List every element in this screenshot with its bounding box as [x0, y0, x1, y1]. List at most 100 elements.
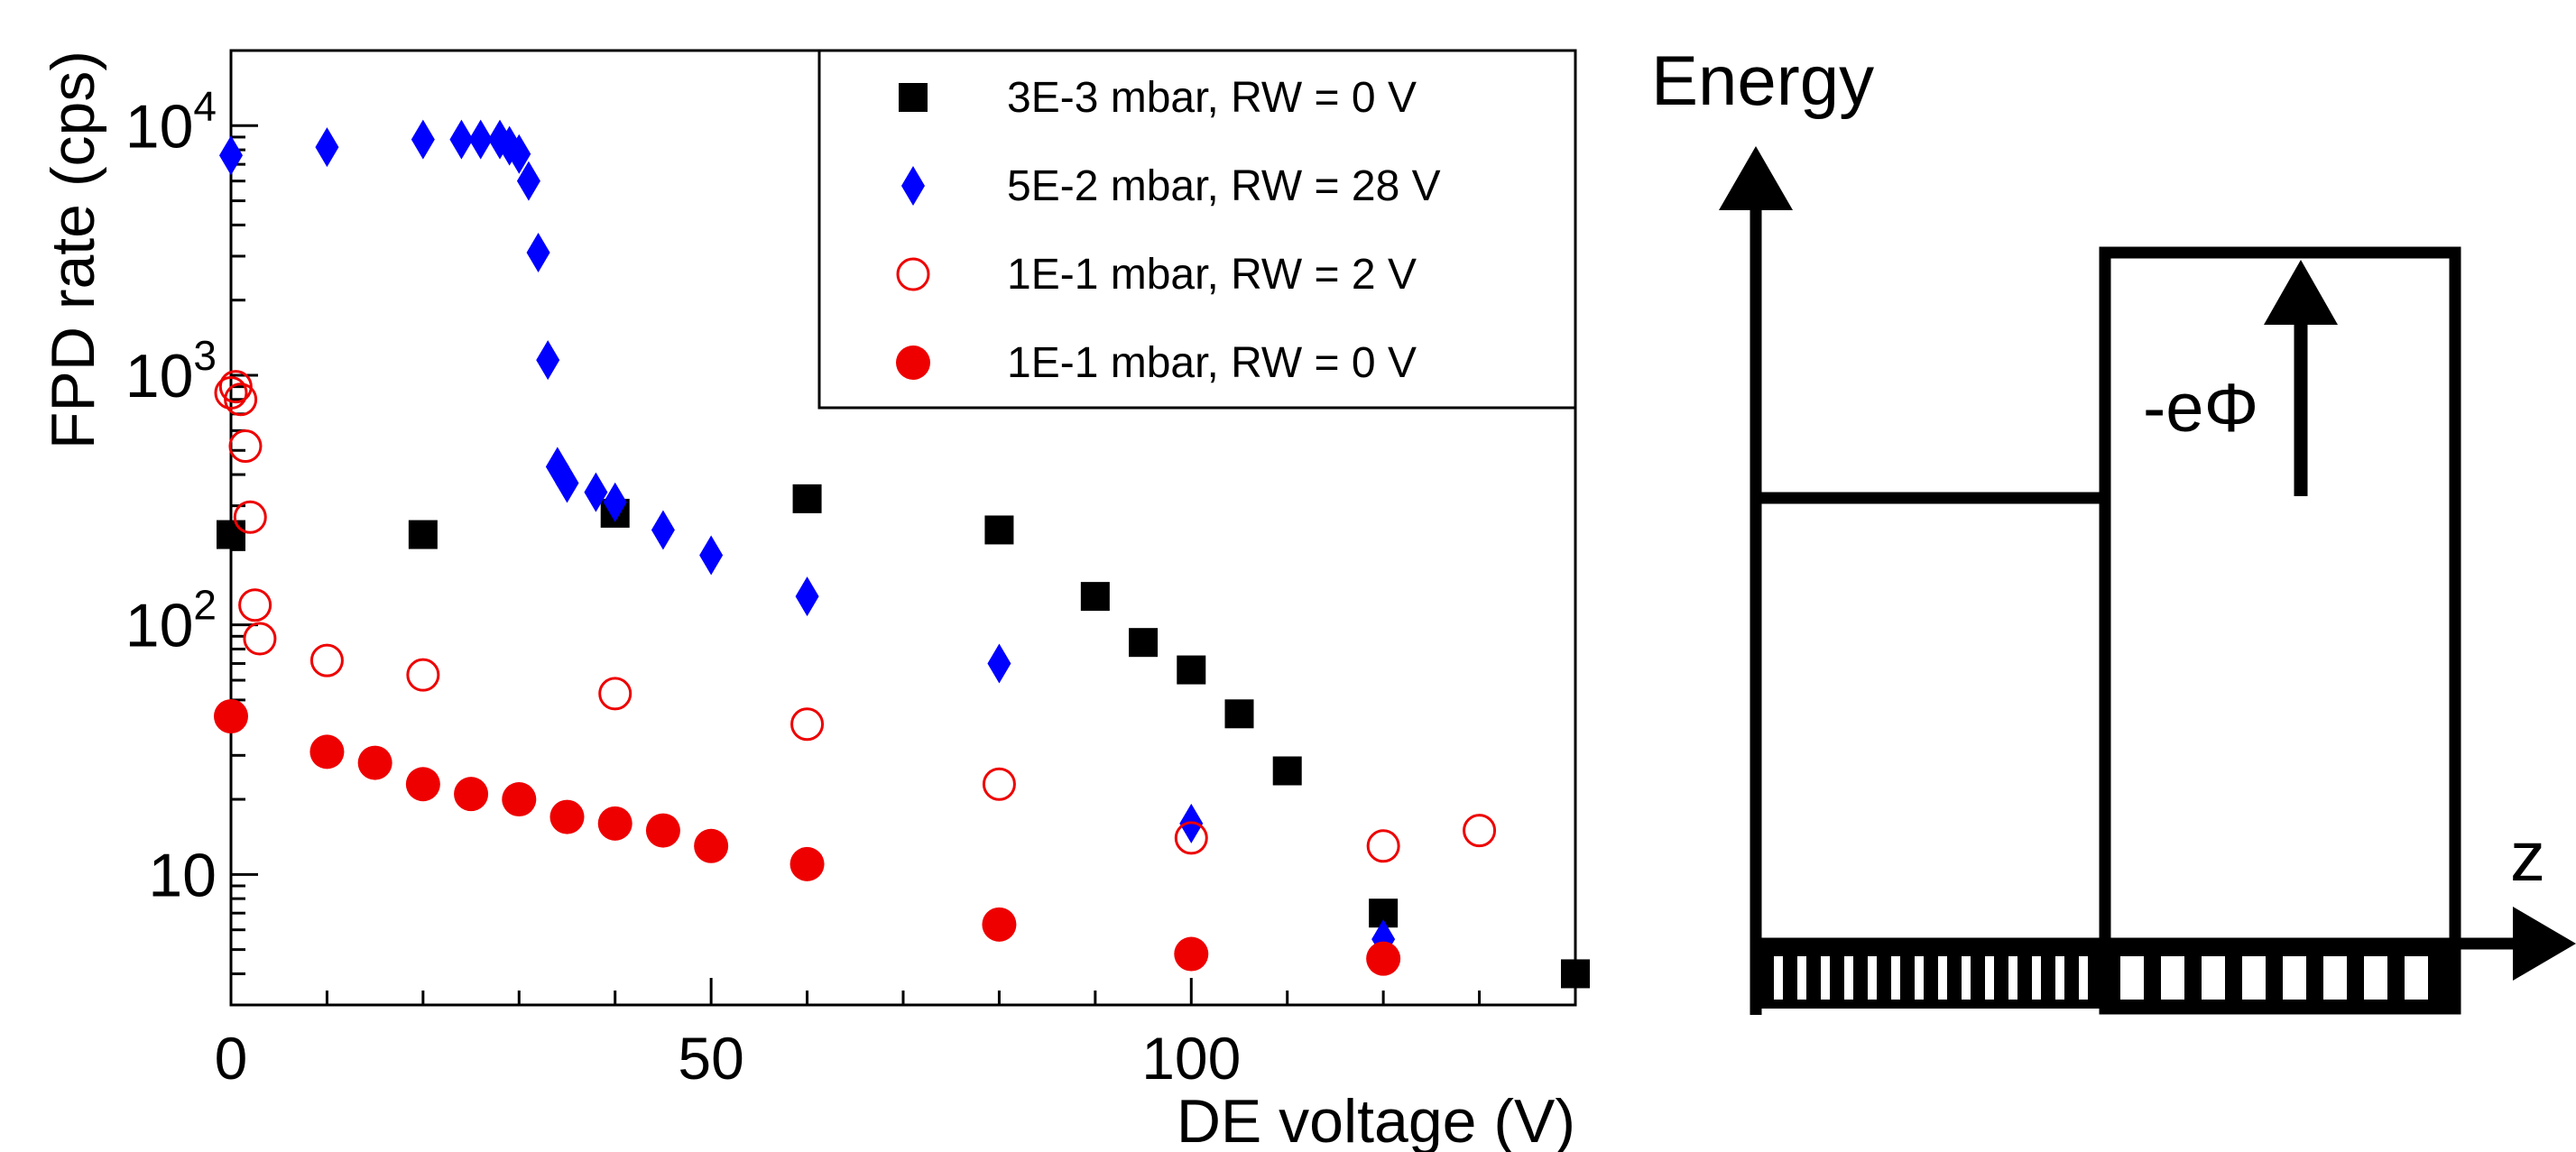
legend-marker	[896, 346, 930, 380]
legend-label: 1E-1 mbar, RW = 0 V	[1007, 339, 1417, 387]
legend: 3E-3 mbar, RW = 0 V 5E-2 mbar, RW = 28 V 1…	[817, 49, 1577, 410]
surface-stripe	[1844, 956, 1853, 1000]
data-point	[1129, 628, 1159, 658]
data-point	[651, 510, 675, 550]
barrier-box	[2099, 246, 2461, 1015]
data-point	[584, 472, 608, 512]
data-point	[309, 734, 345, 770]
surface-stripe	[2055, 956, 2064, 1000]
legend-box	[817, 49, 1577, 410]
data-point	[795, 576, 819, 617]
data-point	[224, 382, 258, 417]
x-axis-ticks: 0 50 100	[215, 978, 1577, 1092]
data-points	[214, 119, 1590, 989]
data-point	[411, 119, 435, 160]
surface-stripe	[2008, 956, 2017, 1000]
energy-axis-label: Energy	[1651, 41, 1874, 120]
surface-stripe	[2242, 956, 2266, 1000]
data-point	[694, 828, 729, 863]
data-point	[555, 463, 579, 503]
data-point	[597, 806, 632, 841]
data-point	[1366, 829, 1400, 863]
z-axis-arrowhead	[2513, 907, 2576, 981]
data-point	[792, 484, 822, 513]
surface-stripe	[2032, 956, 2041, 1000]
data-point	[549, 799, 585, 834]
surface-stripe	[2079, 956, 2088, 1000]
data-point	[357, 745, 392, 780]
data-point	[1272, 756, 1302, 786]
surface-stripe	[1891, 956, 1900, 1000]
data-point	[1224, 699, 1254, 729]
surface-stripe	[2283, 956, 2306, 1000]
legend-label: 3E-3 mbar, RW = 0 V	[1007, 74, 1417, 122]
data-point	[1561, 959, 1590, 989]
data-point	[790, 707, 825, 742]
data-point	[1177, 655, 1206, 685]
data-point	[217, 520, 245, 549]
data-point	[645, 813, 680, 848]
data-point	[507, 134, 531, 174]
data-point	[984, 515, 1014, 545]
data-point	[982, 907, 1017, 942]
y-axis-title: FPD rate (cps)	[39, 51, 107, 449]
energy-diagram: Energy z -eΦ	[1651, 41, 2576, 1015]
data-point	[789, 846, 825, 881]
data-point	[987, 643, 1011, 684]
surface-stripe	[1774, 956, 1783, 1000]
surface-stripe	[1821, 956, 1830, 1000]
y-axis-ticks: 10 102 103 104	[125, 49, 258, 1007]
legend-marker	[899, 83, 928, 112]
data-point	[405, 767, 440, 802]
surface-stripe	[1962, 956, 1971, 1000]
data-point	[1366, 941, 1401, 976]
legend-label: 1E-1 mbar, RW = 2 V	[1007, 251, 1417, 299]
surface-stripe	[2202, 956, 2225, 1000]
x-axis-title: DE voltage (V)	[1177, 1087, 1575, 1152]
data-point	[406, 658, 440, 692]
surface-stripe	[1915, 956, 1924, 1000]
surface-stripe	[1985, 956, 1994, 1000]
y-tick-label: 103	[125, 332, 217, 410]
data-point	[233, 500, 267, 534]
data-point	[408, 520, 438, 549]
data-point	[228, 429, 263, 464]
surface-stripe	[2364, 956, 2387, 1000]
surface-stripe	[1797, 956, 1806, 1000]
data-point	[526, 233, 550, 273]
surface-stripe	[2405, 956, 2428, 1000]
x-tick-label: 0	[215, 1025, 248, 1092]
surface-stripe	[1938, 956, 1947, 1000]
data-point	[699, 535, 724, 576]
data-point	[454, 777, 489, 812]
surface-stripes	[1774, 956, 2428, 1000]
data-point	[243, 622, 277, 656]
energy-axis-arrowhead	[1719, 146, 1793, 210]
phi-arrow-head	[2264, 260, 2338, 325]
surface-stripe	[2161, 956, 2184, 1000]
data-point	[536, 340, 560, 381]
data-point	[516, 161, 540, 201]
legend-marker	[896, 257, 930, 291]
data-point	[1174, 821, 1208, 855]
y-tick-label: 10	[148, 841, 217, 909]
data-point	[309, 643, 344, 677]
data-point	[598, 677, 632, 711]
data-point	[219, 135, 243, 176]
legend-marker	[901, 166, 925, 206]
z-axis-label: z	[2510, 816, 2545, 896]
data-point	[982, 767, 1016, 801]
data-point	[1463, 814, 1497, 848]
data-point	[468, 119, 493, 160]
legend-label: 5E-2 mbar, RW = 28 V	[1007, 162, 1441, 210]
surface-stripe	[1868, 956, 1877, 1000]
data-point	[214, 375, 248, 410]
surface-stripe	[2323, 956, 2347, 1000]
data-point	[214, 699, 248, 734]
x-tick-label: 50	[678, 1025, 743, 1092]
surface-stripe	[2120, 956, 2144, 1000]
data-point	[1080, 582, 1110, 612]
y-tick-label: 104	[125, 82, 217, 161]
data-point	[449, 119, 474, 160]
